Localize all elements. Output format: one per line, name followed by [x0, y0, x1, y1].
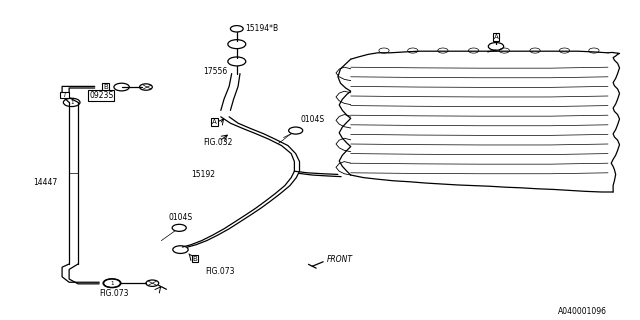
Text: 0104S: 0104S [301, 116, 325, 124]
Text: B: B [193, 256, 198, 261]
Text: 1: 1 [110, 281, 114, 286]
Text: A040001096: A040001096 [558, 308, 607, 316]
Text: FIG.073: FIG.073 [205, 267, 234, 276]
Text: 0923S: 0923S [89, 91, 113, 100]
Text: FIG.032: FIG.032 [204, 138, 233, 147]
Text: A: A [493, 34, 499, 40]
Text: FRONT: FRONT [326, 255, 353, 264]
Text: 14447: 14447 [33, 178, 58, 187]
Text: 15192: 15192 [191, 170, 215, 179]
Text: 1: 1 [70, 100, 74, 105]
Bar [60, 92, 69, 98]
Text: B: B [103, 84, 108, 90]
Text: 15194*B: 15194*B [245, 24, 278, 33]
Text: FIG.073: FIG.073 [99, 289, 129, 298]
Text: 0104S: 0104S [168, 213, 193, 222]
Text: i: i [63, 92, 65, 98]
Text: A: A [212, 119, 217, 125]
Text: 17556: 17556 [204, 67, 228, 76]
